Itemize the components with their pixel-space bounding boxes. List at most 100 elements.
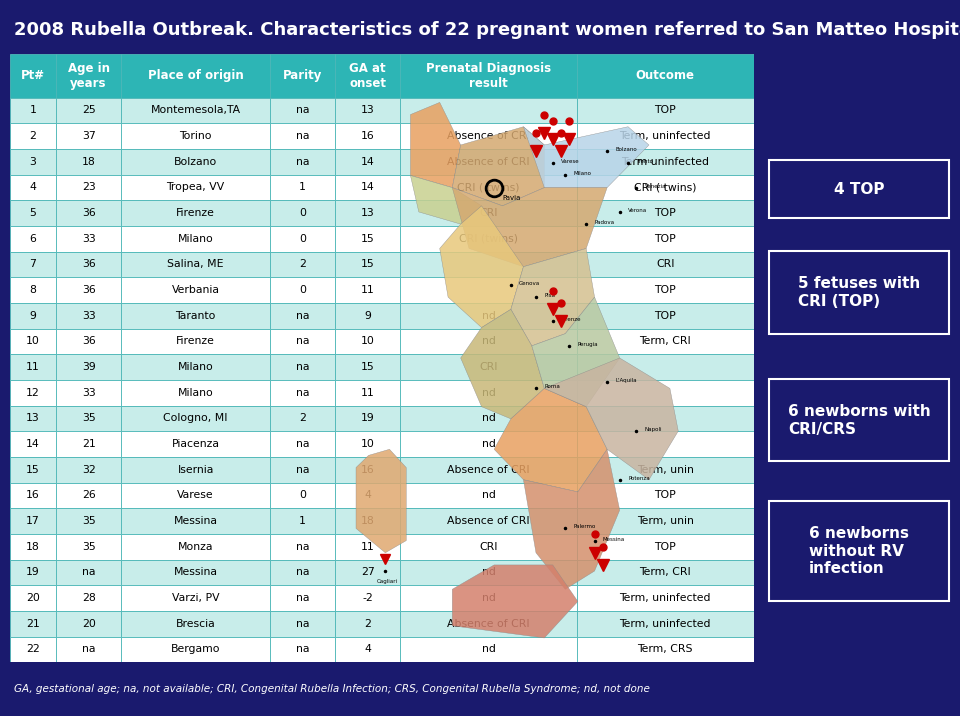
FancyBboxPatch shape (56, 508, 121, 534)
Text: 11: 11 (361, 285, 374, 295)
Text: 19: 19 (26, 568, 39, 577)
Text: Term, CRS: Term, CRS (637, 644, 693, 654)
Text: 13: 13 (361, 208, 374, 218)
Text: 5: 5 (30, 208, 36, 218)
FancyBboxPatch shape (121, 457, 270, 483)
FancyBboxPatch shape (577, 54, 754, 97)
FancyBboxPatch shape (335, 175, 400, 200)
Text: Cologno, MI: Cologno, MI (163, 413, 228, 423)
FancyBboxPatch shape (577, 226, 754, 251)
Text: GA at
onset: GA at onset (349, 62, 386, 90)
Text: Absence of CRI: Absence of CRI (447, 157, 530, 167)
FancyBboxPatch shape (400, 585, 577, 611)
FancyBboxPatch shape (577, 431, 754, 457)
Polygon shape (511, 248, 594, 346)
FancyBboxPatch shape (56, 405, 121, 431)
Text: CRI (twins): CRI (twins) (459, 233, 518, 243)
Text: na: na (82, 568, 95, 577)
Polygon shape (452, 188, 607, 267)
Polygon shape (532, 297, 620, 407)
Text: Roma: Roma (544, 384, 561, 390)
Text: 6 newborns
without RV
infection: 6 newborns without RV infection (809, 526, 909, 576)
FancyBboxPatch shape (577, 97, 754, 123)
FancyBboxPatch shape (121, 380, 270, 405)
Text: 33: 33 (82, 311, 96, 321)
FancyBboxPatch shape (10, 149, 56, 175)
FancyBboxPatch shape (400, 200, 577, 226)
Text: Tropea, VV: Tropea, VV (166, 183, 225, 193)
FancyBboxPatch shape (270, 534, 335, 560)
Text: 10: 10 (361, 439, 374, 449)
FancyBboxPatch shape (56, 483, 121, 508)
Text: 14: 14 (361, 157, 374, 167)
Text: Messina: Messina (603, 536, 625, 541)
Text: Firenze: Firenze (177, 208, 215, 218)
Text: na: na (296, 542, 309, 552)
FancyBboxPatch shape (335, 483, 400, 508)
FancyBboxPatch shape (270, 611, 335, 637)
Text: Varzi, PV: Varzi, PV (172, 593, 220, 603)
Text: Prenatal Diagnosis
result: Prenatal Diagnosis result (426, 62, 551, 90)
Polygon shape (452, 127, 544, 206)
Polygon shape (544, 358, 679, 480)
Text: nd: nd (482, 439, 495, 449)
Text: nd: nd (482, 311, 495, 321)
Text: 15: 15 (26, 465, 39, 475)
FancyBboxPatch shape (56, 611, 121, 637)
FancyBboxPatch shape (121, 534, 270, 560)
Text: na: na (296, 311, 309, 321)
Text: Place of origin: Place of origin (148, 69, 244, 82)
Text: 18: 18 (361, 516, 374, 526)
FancyBboxPatch shape (10, 200, 56, 226)
Text: 33: 33 (82, 388, 96, 398)
FancyBboxPatch shape (56, 251, 121, 277)
FancyBboxPatch shape (577, 329, 754, 354)
FancyBboxPatch shape (577, 483, 754, 508)
Text: TOP: TOP (655, 208, 676, 218)
Text: 8: 8 (30, 285, 36, 295)
FancyBboxPatch shape (56, 226, 121, 251)
FancyBboxPatch shape (10, 277, 56, 303)
FancyBboxPatch shape (10, 457, 56, 483)
Text: nd: nd (482, 490, 495, 500)
FancyBboxPatch shape (270, 123, 335, 149)
Text: 13: 13 (26, 413, 39, 423)
FancyBboxPatch shape (335, 354, 400, 380)
Text: 37: 37 (82, 131, 96, 141)
Text: 36: 36 (82, 337, 96, 347)
FancyBboxPatch shape (10, 380, 56, 405)
FancyBboxPatch shape (400, 54, 577, 97)
FancyBboxPatch shape (769, 379, 949, 462)
Polygon shape (494, 389, 607, 492)
FancyBboxPatch shape (769, 251, 949, 334)
Text: Age in
years: Age in years (67, 62, 109, 90)
Text: Term, CRI: Term, CRI (639, 568, 691, 577)
FancyBboxPatch shape (10, 508, 56, 534)
FancyBboxPatch shape (335, 149, 400, 175)
Text: 35: 35 (82, 542, 96, 552)
FancyBboxPatch shape (577, 560, 754, 585)
Text: 39: 39 (82, 362, 96, 372)
FancyBboxPatch shape (577, 149, 754, 175)
Text: 0: 0 (300, 208, 306, 218)
FancyBboxPatch shape (577, 251, 754, 277)
Text: nd: nd (482, 388, 495, 398)
Text: 36: 36 (82, 285, 96, 295)
FancyBboxPatch shape (335, 380, 400, 405)
FancyBboxPatch shape (56, 277, 121, 303)
FancyBboxPatch shape (400, 354, 577, 380)
FancyBboxPatch shape (121, 149, 270, 175)
FancyBboxPatch shape (577, 585, 754, 611)
FancyBboxPatch shape (121, 483, 270, 508)
Text: Messina: Messina (174, 516, 218, 526)
Text: 15: 15 (361, 233, 374, 243)
FancyBboxPatch shape (270, 200, 335, 226)
Text: Isernia: Isernia (178, 465, 214, 475)
FancyBboxPatch shape (56, 149, 121, 175)
FancyBboxPatch shape (270, 97, 335, 123)
Text: 11: 11 (361, 388, 374, 398)
FancyBboxPatch shape (56, 534, 121, 560)
Text: 12: 12 (26, 388, 39, 398)
FancyBboxPatch shape (56, 354, 121, 380)
Text: -2: -2 (362, 593, 373, 603)
